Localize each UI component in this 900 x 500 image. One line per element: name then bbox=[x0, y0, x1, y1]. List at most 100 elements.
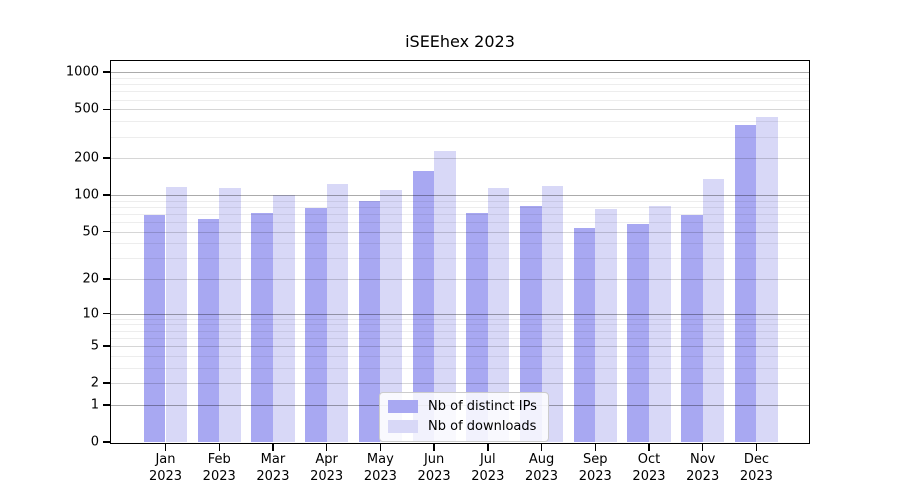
y-tick-label-0: 0 bbox=[90, 434, 99, 450]
bar-downloads-jun bbox=[434, 151, 456, 442]
x-tick-label-feb: Feb 2023 bbox=[189, 451, 249, 485]
bar-distinct-ips-mar bbox=[251, 213, 273, 442]
x-tick-nov bbox=[702, 444, 704, 451]
x-tick-label-year: 2023 bbox=[310, 469, 344, 484]
y-tick-label-1: 1 bbox=[90, 397, 99, 413]
y-tick-5 bbox=[103, 345, 110, 347]
gridline-8 bbox=[111, 324, 809, 326]
x-tick-oct bbox=[648, 444, 650, 451]
x-tick-label-may: May 2023 bbox=[350, 451, 410, 485]
x-tick-jul bbox=[487, 444, 489, 451]
legend-label-downloads: Nb of downloads bbox=[428, 419, 537, 434]
y-tick-100 bbox=[103, 194, 110, 196]
x-tick-label-year: 2023 bbox=[417, 469, 451, 484]
x-tick-label-month: Oct bbox=[637, 452, 661, 467]
y-tick-label-500: 500 bbox=[74, 101, 99, 117]
bar-distinct-ips-aug bbox=[519, 206, 542, 442]
x-tick-label-month: Mar bbox=[260, 452, 286, 467]
chart-title: iSEEhex 2023 bbox=[405, 32, 515, 51]
legend-item-distinct-ips: Nb of distinct IPs bbox=[388, 399, 537, 414]
gridline-6 bbox=[111, 337, 809, 339]
x-tick-label-apr: Apr 2023 bbox=[297, 451, 357, 485]
x-tick-label-year: 2023 bbox=[632, 469, 666, 484]
x-tick-label-month: Jan bbox=[155, 452, 176, 467]
y-tick-50 bbox=[103, 230, 110, 233]
gridline-700 bbox=[111, 91, 809, 93]
gridline-100 bbox=[111, 194, 809, 196]
legend-swatch-distinct-ips bbox=[388, 400, 418, 413]
x-tick-label-month: May bbox=[366, 452, 394, 467]
x-tick-label-year: 2023 bbox=[739, 469, 773, 484]
gridline-70 bbox=[111, 213, 809, 215]
x-tick-label-aug: Aug 2023 bbox=[512, 451, 572, 485]
x-tick-jun bbox=[433, 444, 435, 451]
gridline-9 bbox=[111, 318, 809, 320]
gridline-1000 bbox=[111, 72, 809, 74]
x-tick-label-year: 2023 bbox=[686, 469, 720, 484]
x-tick-dec bbox=[755, 444, 758, 451]
bar-downloads-jul bbox=[487, 188, 510, 442]
y-tick-2 bbox=[103, 382, 110, 384]
gridline-10 bbox=[111, 313, 809, 315]
x-tick-label-month: Sep bbox=[582, 452, 608, 467]
bar-distinct-ips-jun bbox=[412, 170, 435, 442]
x-tick-label-month: Aug bbox=[528, 452, 555, 467]
bar-distinct-ips-jan bbox=[143, 215, 166, 442]
x-tick-mar bbox=[272, 444, 274, 451]
x-tick-label-year: 2023 bbox=[471, 469, 505, 484]
x-tick-apr bbox=[325, 444, 328, 451]
gridline-90 bbox=[111, 200, 809, 202]
bar-distinct-ips-feb bbox=[197, 219, 220, 442]
bar-distinct-ips-may bbox=[358, 201, 381, 442]
x-tick-label-year: 2023 bbox=[578, 469, 612, 484]
x-tick-label-jun: Jun 2023 bbox=[404, 451, 464, 485]
gridline-800 bbox=[111, 84, 809, 86]
x-tick-label-sep: Sep 2023 bbox=[565, 451, 625, 485]
bars-layer bbox=[111, 61, 809, 443]
legend-item-downloads: Nb of downloads bbox=[388, 419, 537, 434]
y-tick-10 bbox=[103, 312, 110, 315]
x-tick-label-year: 2023 bbox=[202, 469, 236, 484]
x-tick-label-jan: Jan 2023 bbox=[136, 451, 196, 485]
y-tick-1000 bbox=[103, 71, 110, 73]
bar-downloads-apr bbox=[326, 183, 349, 442]
gridline-900 bbox=[111, 77, 809, 79]
x-tick-sep bbox=[594, 444, 596, 451]
bar-distinct-ips-apr bbox=[305, 208, 327, 442]
y-tick-label-100: 100 bbox=[74, 187, 99, 203]
gridline-400 bbox=[111, 121, 809, 123]
x-tick-label-oct: Oct 2023 bbox=[619, 451, 679, 485]
x-tick-aug bbox=[540, 444, 543, 451]
y-tick-label-20: 20 bbox=[82, 271, 99, 287]
gridline-7 bbox=[111, 330, 809, 332]
x-tick-label-year: 2023 bbox=[148, 469, 183, 484]
plot-area: 0 1 2 5 10 20 50 100 200 500 1000 Jan 2023 Feb 2023 Mar… bbox=[66, 60, 810, 484]
x-tick-label-mar: Mar 2023 bbox=[243, 451, 303, 485]
y-tick-label-50: 50 bbox=[82, 224, 99, 240]
x-tick-label-jul: Jul 2023 bbox=[458, 451, 518, 485]
gridline-5 bbox=[111, 346, 809, 348]
gridline-200 bbox=[111, 158, 809, 160]
x-tick-label-dec: Dec 2023 bbox=[726, 451, 786, 485]
y-tick-200 bbox=[103, 157, 110, 159]
y-tick-1 bbox=[103, 404, 110, 406]
grid-layer bbox=[111, 61, 809, 443]
axes-layer: 0 1 2 5 10 20 50 100 200 500 1000 Jan 2023 Feb 2023 Mar… bbox=[66, 61, 809, 484]
x-tick-may bbox=[379, 444, 382, 451]
y-tick-20 bbox=[103, 278, 110, 280]
x-tick-jan bbox=[164, 444, 167, 451]
x-tick-label-year: 2023 bbox=[524, 469, 559, 484]
bar-downloads-mar bbox=[272, 194, 295, 442]
y-tick-label-10: 10 bbox=[82, 306, 99, 322]
bar-distinct-ips-nov bbox=[681, 214, 703, 442]
x-tick-label-month: Jul bbox=[479, 452, 496, 467]
x-tick-label-month: Apr bbox=[315, 452, 338, 467]
bar-downloads-oct bbox=[648, 206, 671, 442]
gridline-40 bbox=[111, 243, 809, 245]
y-tick-0 bbox=[103, 441, 110, 443]
bar-downloads-jan bbox=[165, 187, 188, 442]
x-tick-label-month: Dec bbox=[743, 452, 769, 467]
y-tick-500 bbox=[103, 108, 110, 110]
bar-downloads-sep bbox=[595, 209, 617, 442]
